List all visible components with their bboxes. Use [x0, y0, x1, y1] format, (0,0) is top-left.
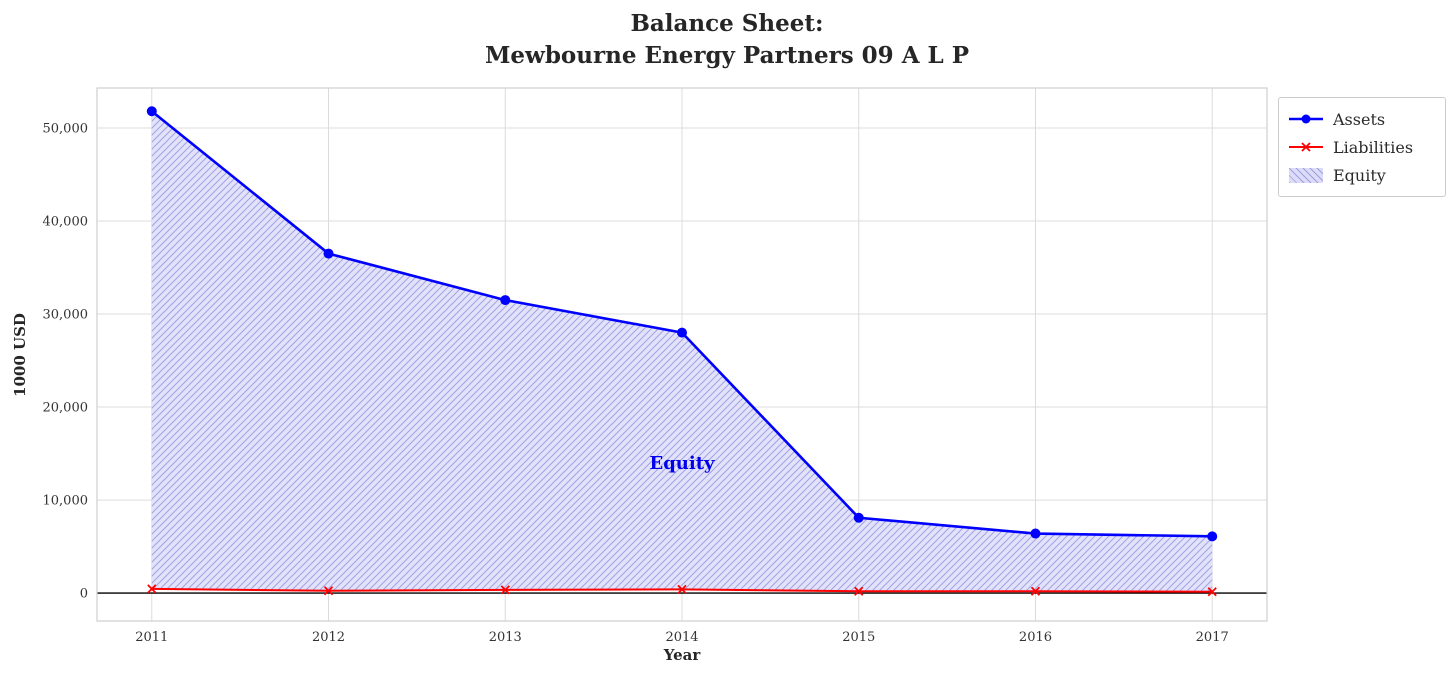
x-tick-label: 2016 — [1019, 630, 1052, 645]
liabilities-line-icon — [1288, 138, 1324, 156]
y-tick-label: 30,000 — [43, 308, 89, 323]
liabilities-marker — [500, 585, 510, 595]
x-tick-label: 2013 — [489, 630, 522, 645]
legend-item-equity: Equity — [1288, 161, 1436, 189]
assets-marker — [146, 106, 157, 117]
liabilities-marker — [147, 584, 157, 594]
liabilities-marker — [323, 586, 334, 596]
y-tick-label: 40,000 — [43, 215, 89, 230]
assets-marker — [323, 248, 334, 259]
legend-label-assets: Assets — [1333, 109, 1386, 129]
x-tick-label: 2014 — [665, 630, 698, 645]
x-tick-label: 2017 — [1196, 630, 1229, 645]
assets-marker — [853, 512, 864, 523]
liabilities-marker — [854, 586, 864, 596]
equity-patch-icon — [1288, 166, 1324, 184]
chart-title: Balance Sheet: Mewbourne Energy Partners… — [0, 8, 1454, 72]
y-tick-label: 0 — [80, 587, 88, 602]
y-tick-label: 50,000 — [43, 121, 89, 136]
liabilities-marker — [1207, 587, 1217, 597]
equity-annotation: Equity — [649, 453, 715, 474]
assets-marker — [1207, 531, 1218, 542]
legend: Assets Liabilities Equity — [1278, 97, 1446, 197]
x-tick-label: 2015 — [842, 630, 875, 645]
liabilities-marker — [677, 584, 687, 595]
legend-label-liabilities: Liabilities — [1333, 137, 1414, 157]
assets-marker — [677, 327, 687, 338]
chart-title-line-2: Mewbourne Energy Partners 09 A L P — [484, 42, 970, 70]
liabilities-marker — [1030, 586, 1041, 596]
x-axis-label: Year — [663, 646, 701, 664]
legend-item-liabilities: Liabilities — [1288, 133, 1436, 161]
legend-item-assets: Assets — [1288, 105, 1436, 133]
legend-label-equity: Equity — [1333, 165, 1386, 185]
equity-area — [151, 111, 1213, 592]
chart-title-line-1: Balance Sheet: — [630, 10, 824, 37]
y-axis-label: 1000 USD — [11, 313, 29, 397]
x-tick-label: 2012 — [312, 630, 345, 645]
assets-marker — [1030, 528, 1041, 539]
assets-line-icon — [1288, 110, 1324, 128]
plot-border — [96, 87, 1268, 622]
assets-marker — [500, 295, 511, 306]
y-tick-label: 20,000 — [43, 401, 89, 416]
x-tick-label: 2011 — [135, 630, 168, 645]
y-tick-label: 10,000 — [43, 494, 89, 509]
